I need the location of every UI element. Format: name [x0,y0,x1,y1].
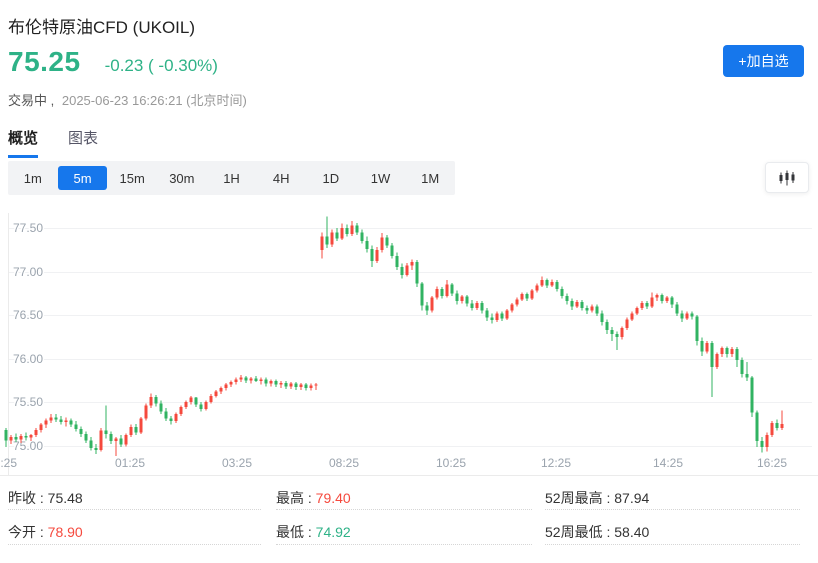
price-change: -0.23 ( -0.30%) [104,56,218,75]
timeframe-button-4H[interactable]: 4H [272,170,290,186]
add-watchlist-button[interactable]: +加自选 [723,45,804,77]
timeframe-button-1W[interactable]: 1W [370,170,391,186]
svg-text:01:25: 01:25 [115,456,145,470]
svg-text:08:25: 08:25 [329,456,359,470]
stat-day-low: 最低 : 74.92 [276,510,532,545]
candlestick-chart-icon [778,170,796,186]
timeframe-button-5m[interactable]: 5m [57,166,108,190]
timeframe-button-1m[interactable]: 1m [23,170,42,186]
stat-day-high: 最高 : 79.40 [276,483,532,510]
svg-text:76.50: 76.50 [13,308,43,322]
stat-prev-close: 昨收 : 75.48 [8,483,261,510]
timeframe-button-1D[interactable]: 1D [322,170,340,186]
svg-text:12:25: 12:25 [541,456,571,470]
svg-text:16:25: 16:25 [757,456,787,470]
status-timestamp: 2025-06-23 16:26:21 (北京时间) [61,93,247,108]
svg-text:14:25: 14:25 [653,456,683,470]
stat-open: 今开 : 78.90 [8,510,261,545]
tab-chart[interactable]: 图表 [68,130,99,147]
svg-text:10:25: 10:25 [436,456,466,470]
timeframe-button-30m[interactable]: 30m [169,170,195,186]
timeframe-bar: 1m 5m 15m 30m 1H 4H 1D 1W 1M [8,161,455,195]
svg-text:75.00: 75.00 [13,439,43,453]
tab-overview[interactable]: 概览 [8,127,39,158]
price-section: 75.25 -0.23 ( -0.30%) [8,46,218,78]
svg-text:75.50: 75.50 [13,395,43,409]
stat-52w-high: 52周最高 : 87.94 [545,483,800,510]
svg-text:77.50: 77.50 [13,221,43,235]
svg-text:23:25: 23:25 [0,456,17,470]
current-price: 75.25 [8,46,81,77]
timeframe-button-1M[interactable]: 1M [421,170,440,186]
trading-status-label: 交易中 , [8,93,55,108]
stat-52w-low: 52周最低 : 58.40 [545,510,800,545]
page-title: 布伦特原油CFD (UKOIL) [8,18,195,37]
chart-style-button[interactable] [765,162,809,193]
market-status: 交易中 , 2025-06-23 16:26:21 (北京时间) [8,90,247,109]
timeframe-button-15m[interactable]: 15m [119,170,145,186]
svg-text:77.00: 77.00 [13,265,43,279]
tab-bar: 概览 图表 [8,127,99,158]
candlestick-chart[interactable]: 77.50 77.00 76.50 76.00 75.50 75.00 23:25 01:25… [0,205,818,476]
svg-text:76.00: 76.00 [13,352,43,366]
svg-text:03:25: 03:25 [222,456,252,470]
timeframe-button-1H[interactable]: 1H [223,170,240,186]
